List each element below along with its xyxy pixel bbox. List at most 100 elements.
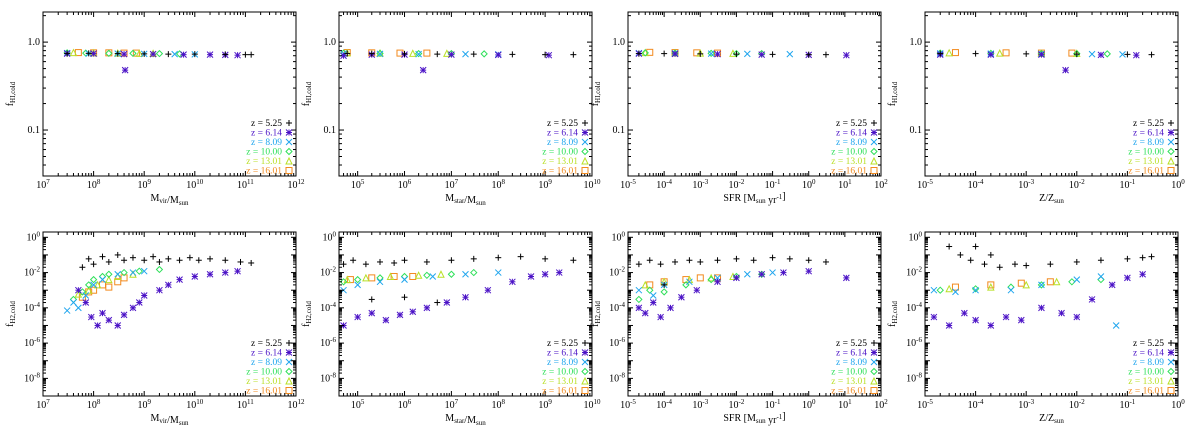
data-point xyxy=(714,50,721,58)
data-point xyxy=(758,270,766,278)
data-point xyxy=(707,50,715,57)
y-tick-label: 0.1 xyxy=(613,125,626,136)
x-tick-label: 105 xyxy=(351,178,365,191)
data-point xyxy=(696,274,704,282)
data-point xyxy=(842,51,850,59)
x-tick-label: 10-1 xyxy=(1119,398,1135,411)
legend-label: z = 16.01 xyxy=(1128,167,1164,177)
data-point xyxy=(1068,278,1076,286)
x-tick-label: 100 xyxy=(1171,178,1185,191)
x-tick-label: 10-4 xyxy=(968,178,984,191)
data-point xyxy=(448,51,455,59)
y-tick-label: 10-2 xyxy=(609,266,625,279)
series-z-5.25 xyxy=(635,254,829,288)
x-tick-label: 10-5 xyxy=(620,398,636,411)
x-tick-label: 106 xyxy=(398,178,412,191)
data-point xyxy=(176,276,183,283)
data-point xyxy=(93,280,102,289)
data-point xyxy=(1022,280,1031,289)
legend-marker xyxy=(285,387,293,394)
data-point xyxy=(1103,50,1111,58)
legend-marker xyxy=(1167,138,1175,146)
legend-label: z = 10.00 xyxy=(246,368,282,378)
data-point xyxy=(509,278,516,286)
data-point xyxy=(805,51,812,58)
data-point xyxy=(448,257,455,264)
data-point xyxy=(494,51,502,59)
legend-label: z = 8.09 xyxy=(836,138,867,148)
x-tick-label: 1010 xyxy=(584,398,602,411)
y-tick-label: 10-8 xyxy=(24,371,40,384)
x-tick-label: 1012 xyxy=(288,398,306,411)
data-point xyxy=(85,50,92,57)
legend-marker xyxy=(581,156,589,165)
legend-label: z = 5.25 xyxy=(547,339,578,349)
data-point xyxy=(75,304,82,312)
legend: z = 5.25z = 6.14z = 8.09z = 10.00z = 13.… xyxy=(831,119,878,177)
legend: z = 5.25z = 6.14z = 8.09z = 10.00z = 13.… xyxy=(542,339,589,397)
x-tick-label: 109 xyxy=(137,178,151,191)
data-point xyxy=(362,273,370,282)
data-point xyxy=(423,49,431,57)
series-z-10.00 xyxy=(339,268,478,286)
legend-label: z = 16.01 xyxy=(831,387,867,397)
data-point xyxy=(186,254,193,261)
data-point xyxy=(671,50,679,58)
data-point xyxy=(693,49,701,57)
series-z-6.14 xyxy=(340,269,563,329)
legend-label: z = 6.14 xyxy=(251,129,282,139)
data-point xyxy=(635,295,643,304)
series-z-13.01 xyxy=(343,270,445,284)
x-tick-label: 109 xyxy=(137,398,151,411)
legend-marker xyxy=(285,349,293,356)
legend: z = 5.25z = 6.14z = 8.09z = 10.00z = 13.… xyxy=(1128,119,1175,177)
data-point xyxy=(945,284,953,293)
legend-label: z = 10.00 xyxy=(1128,368,1164,378)
legend-marker xyxy=(286,340,292,346)
x-tick-label: 10-2 xyxy=(1069,178,1085,191)
data-point xyxy=(951,49,959,57)
data-point xyxy=(987,51,995,59)
data-point xyxy=(743,270,751,278)
legend-marker xyxy=(286,120,292,126)
data-point xyxy=(646,257,653,264)
y-tick-label: 10-4 xyxy=(906,301,922,314)
x-tick-label: 1010 xyxy=(584,178,602,191)
data-point xyxy=(350,257,357,264)
legend-marker xyxy=(1167,129,1175,136)
data-point xyxy=(822,51,829,58)
series-z-5.25 xyxy=(937,50,1155,58)
legend-label: z = 13.01 xyxy=(1128,157,1164,167)
legend-marker xyxy=(870,349,878,356)
data-point xyxy=(248,259,255,266)
series-z-8.09 xyxy=(635,269,776,299)
data-point xyxy=(981,261,988,268)
data-point xyxy=(1047,261,1054,268)
legend: z = 5.25z = 6.14z = 8.09z = 10.00z = 13.… xyxy=(831,339,878,397)
data-point xyxy=(1011,261,1018,268)
data-point xyxy=(1124,51,1131,58)
data-point xyxy=(368,274,376,282)
x-tick-label: 1011 xyxy=(237,178,254,191)
data-point xyxy=(447,270,456,278)
data-point xyxy=(84,281,93,289)
data-point xyxy=(89,275,98,284)
legend-label: z = 13.01 xyxy=(831,157,867,167)
data-point xyxy=(391,259,398,266)
data-point xyxy=(697,258,704,265)
legend-marker xyxy=(581,138,589,146)
x-tick-label: 100 xyxy=(802,178,816,191)
panel-p1: 107 108 109 1010 1011 1012 0.1 1.0 Mvir/Msun fHI,… xyxy=(5,11,305,207)
data-point xyxy=(120,268,128,277)
data-point xyxy=(78,288,87,296)
data-point xyxy=(82,292,90,299)
data-point xyxy=(707,49,715,58)
data-point xyxy=(135,267,144,275)
series-z-6.14 xyxy=(75,267,241,329)
data-point xyxy=(234,267,241,275)
data-point xyxy=(786,50,794,58)
data-point xyxy=(354,313,362,321)
data-point xyxy=(641,309,649,317)
data-point xyxy=(635,286,643,294)
data-point xyxy=(121,66,129,74)
